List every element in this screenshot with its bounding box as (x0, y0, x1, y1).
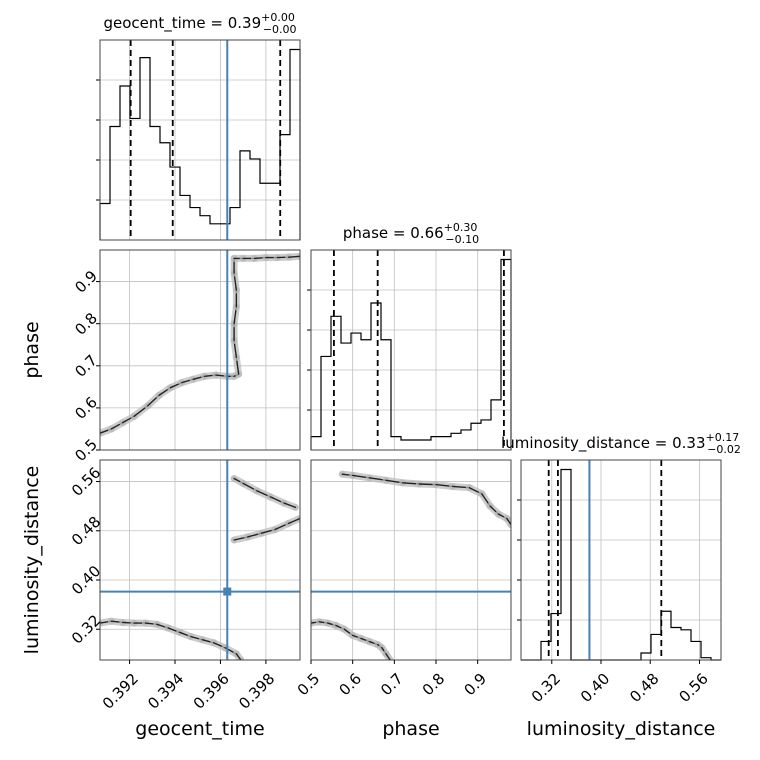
title-phase: phase = 0.66+0.30 −0.10 (343, 221, 479, 246)
title-geocent_time: geocent_time = 0.39+0.00 −0.00 (103, 11, 296, 36)
y-tick-label: 0.9 (71, 267, 101, 297)
x-axis-label-geocent_time: geocent_time (135, 718, 264, 740)
contour-line (235, 653, 242, 660)
x-tick-label: 0.394 (144, 670, 187, 713)
y-tick-label: 0.5 (71, 435, 101, 465)
y-tick-label: 0.8 (71, 309, 101, 339)
y-axis-label-phase: phase (21, 321, 43, 378)
panel-content (311, 460, 511, 660)
x-tick-label: 0.9 (460, 670, 490, 700)
y-axis-label-luminosity_distance: luminosity_distance (21, 466, 43, 655)
histogram-phase (310, 258, 512, 450)
x-tick-label: 0.398 (235, 670, 278, 713)
histogram-panel-geocent_time: geocent_time = 0.39+0.00 −0.00 (96, 11, 301, 241)
histogram-panel-phase: phase = 0.66+0.30 −0.10 (307, 221, 512, 451)
x-axis-label-phase: phase (382, 718, 439, 740)
x-tick-label: 0.56 (675, 670, 711, 706)
y-tick-label: 0.48 (68, 513, 104, 549)
contour-line (506, 517, 511, 526)
scatter-panel-geocent_time-phase (99, 249, 301, 451)
contour-line (287, 255, 300, 258)
panel-content (100, 250, 300, 450)
title-luminosity_distance: luminosity_distance = 0.33+0.17 −0.02 (501, 431, 741, 456)
x-tick-label: 0.32 (528, 670, 564, 706)
x-axis-label-luminosity_distance: luminosity_distance (527, 718, 716, 740)
x-tick-label: 0.7 (377, 670, 407, 700)
scatter-panel-phase-luminosity_distance (310, 459, 512, 661)
panel-content (100, 460, 300, 660)
injection-marker (223, 587, 232, 596)
panel-frame (99, 249, 301, 451)
y-tick-label: 0.6 (71, 393, 101, 423)
x-tick-label: 0.5 (294, 670, 324, 700)
y-tick-label: 0.40 (68, 562, 104, 598)
scatter-panel-geocent_time-luminosity_distance (99, 459, 301, 661)
histogram-luminosity_distance (521, 468, 721, 661)
x-tick-label: 0.6 (335, 670, 365, 700)
x-tick-label: 0.48 (626, 670, 662, 706)
contour-line (385, 653, 391, 660)
y-tick-label: 0.7 (71, 351, 101, 381)
panel-frame (99, 459, 301, 661)
x-tick-label: 0.8 (419, 670, 449, 700)
panel-frame (310, 459, 512, 661)
contour-line (287, 517, 300, 525)
panel-frame (310, 249, 512, 451)
panel-frame (520, 459, 722, 661)
x-tick-label: 0.392 (99, 670, 142, 713)
y-tick-label: 0.32 (68, 611, 104, 647)
panel-frame (99, 39, 301, 241)
contour-line (283, 502, 297, 509)
x-tick-label: 0.40 (577, 670, 613, 706)
y-tick-label: 0.56 (68, 464, 104, 500)
x-tick-label: 0.396 (190, 670, 233, 713)
histogram-panel-luminosity_distance: luminosity_distance = 0.33+0.17 −0.02 (501, 431, 741, 661)
